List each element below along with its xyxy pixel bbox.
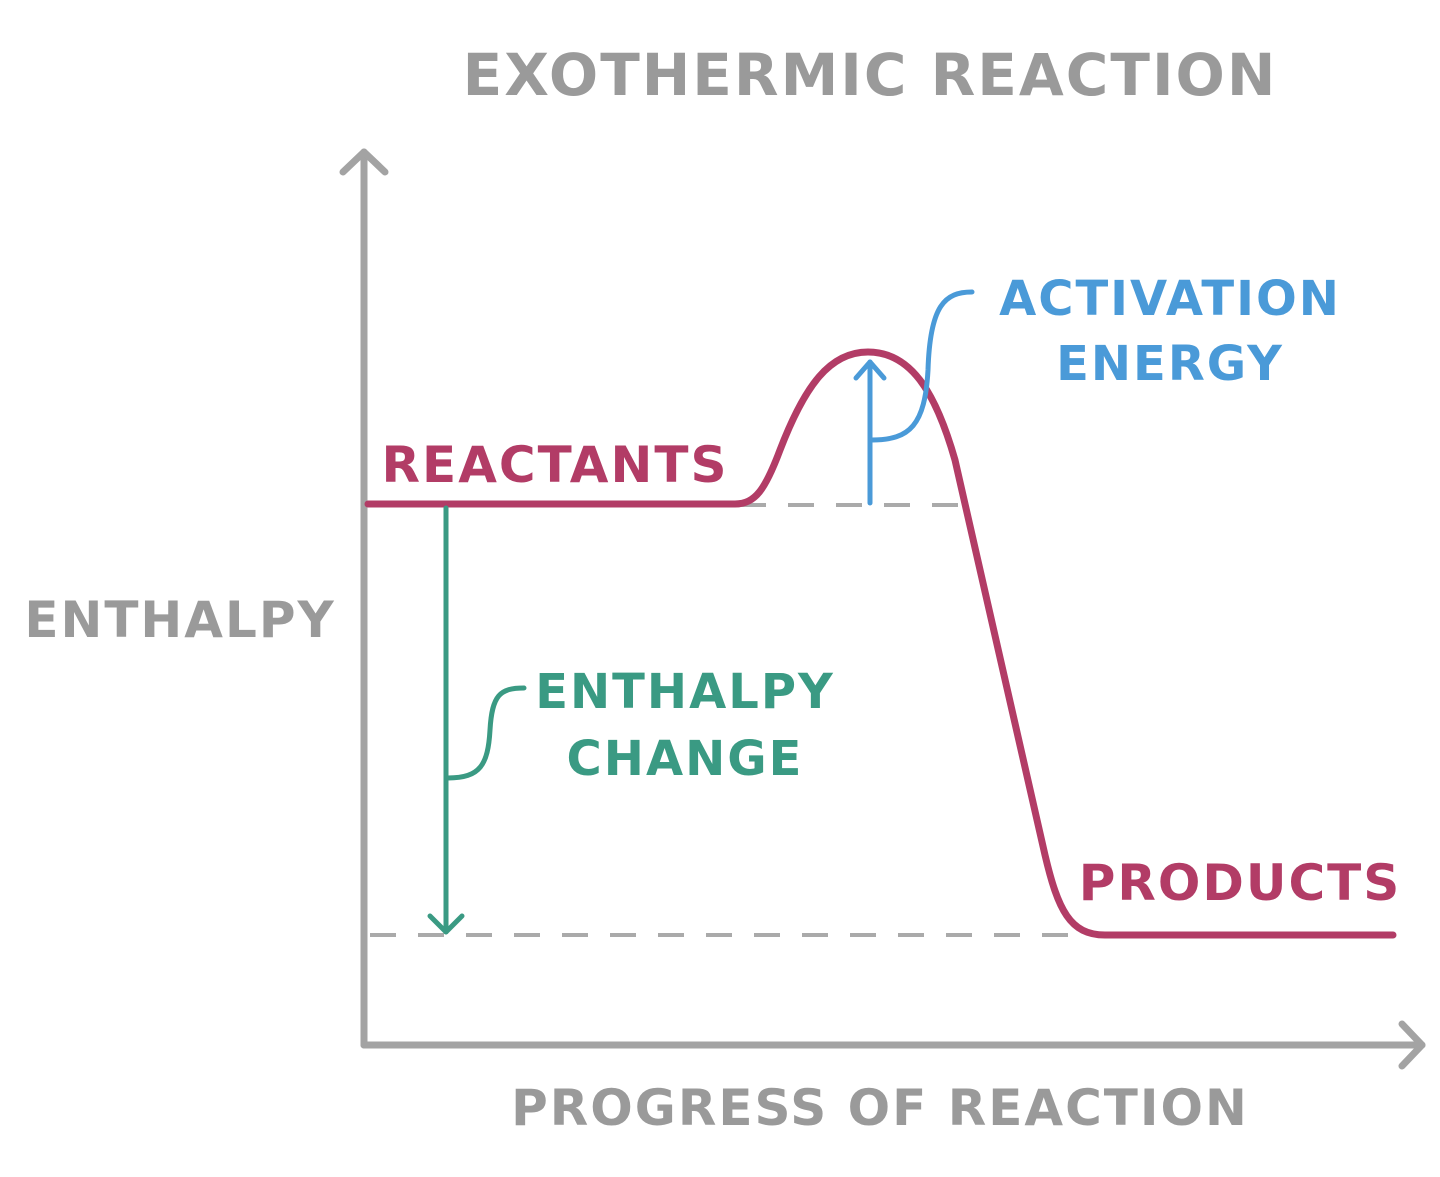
enthalpy-change-arrowhead [427,913,465,935]
enthalpy-change-bracket [445,685,527,781]
x-axis-arrowhead [1398,1020,1426,1070]
enthalpy-change-marker [427,505,527,935]
reaction-profile-curve [364,348,1397,939]
x-axis-label: PROGRESS OF REACTION [511,1079,1249,1137]
reactants-label: REACTANTS [382,436,729,494]
activation-energy-arrowhead [853,359,887,381]
axes [339,148,1426,1070]
y-axis-arrowhead [339,148,389,176]
activation-energy-bracket [869,289,975,443]
activation-energy-label-line2: ENERGY [1056,336,1284,392]
diagram-title: EXOTHERMIC REACTION [463,41,1278,109]
activation-energy-marker [853,289,975,506]
reference-lines [370,503,1090,937]
products-label: PRODUCTS [1079,854,1402,912]
activation-energy-label-line1: ACTIVATION [999,271,1341,327]
y-axis-label: ENTHALPY [24,591,335,649]
enthalpy-change-label-line1: ENTHALPY [535,664,835,720]
enthalpy-change-label-line2: CHANGE [567,731,804,787]
